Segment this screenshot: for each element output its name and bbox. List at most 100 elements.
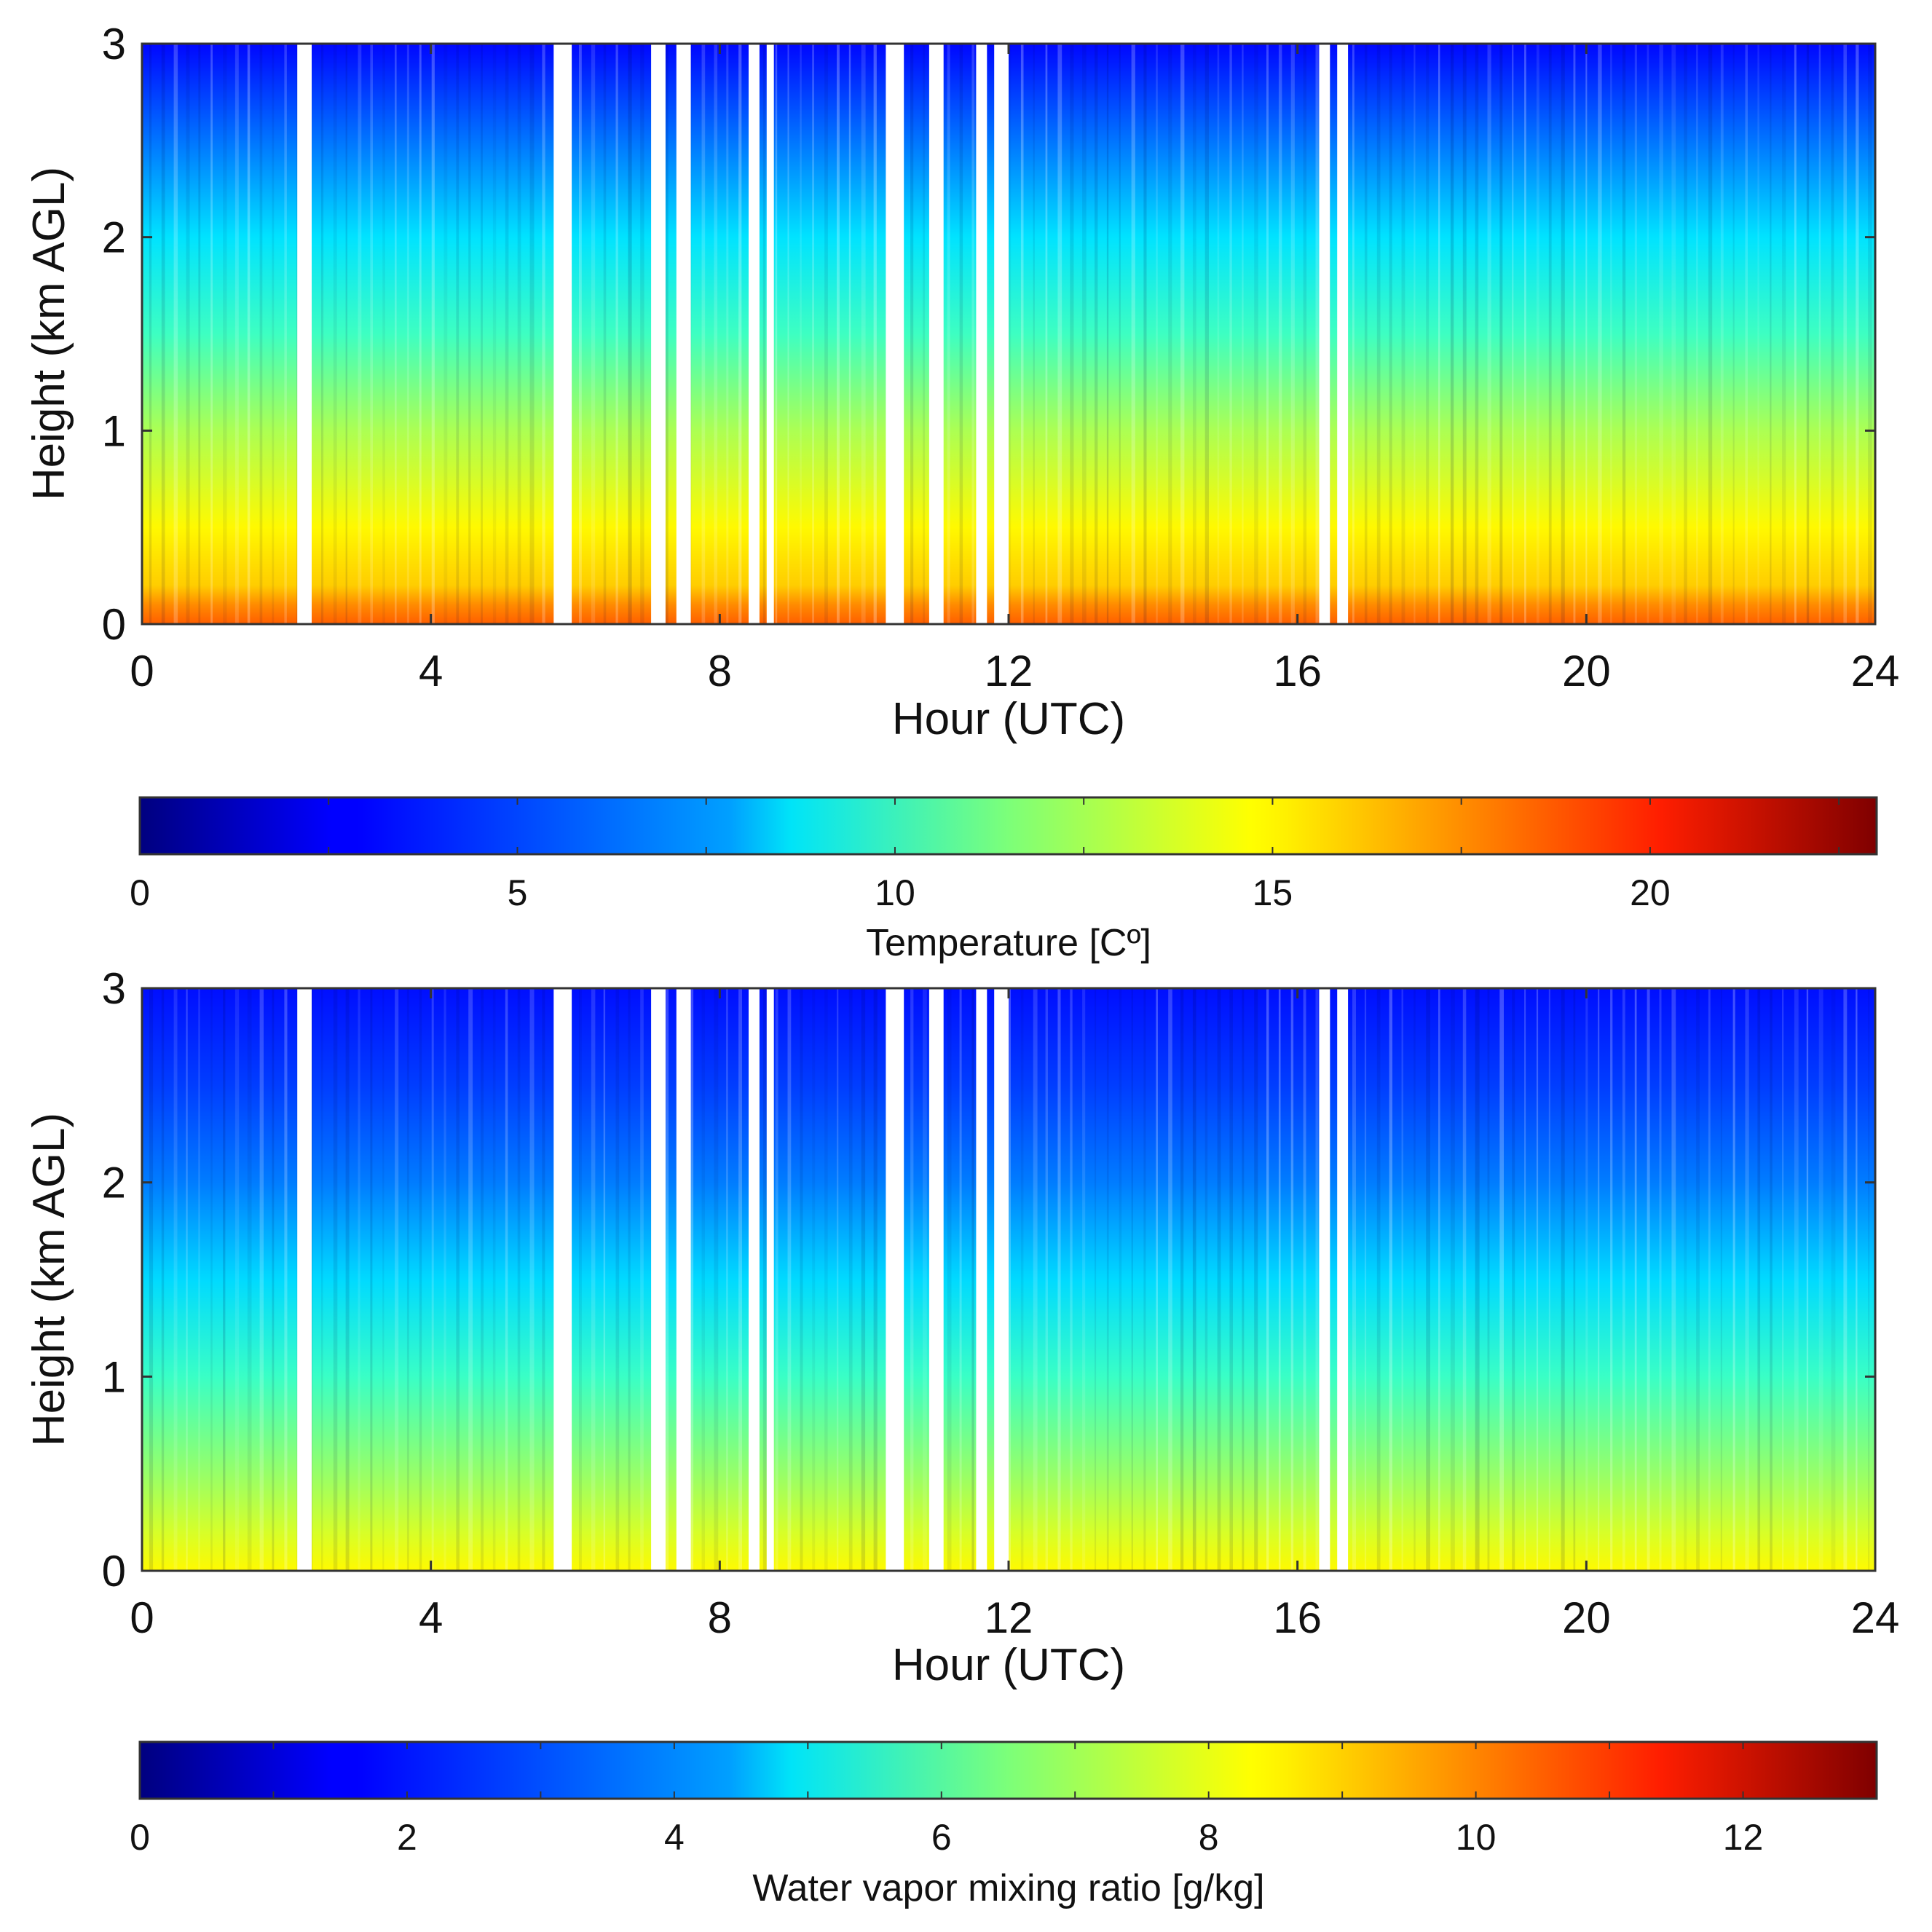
temperature-streak <box>1156 44 1158 624</box>
water-vapor-streak <box>259 988 264 1571</box>
water-vapor-streak <box>1770 988 1773 1571</box>
water-vapor-streak <box>1659 988 1662 1571</box>
temperature-data-gap <box>994 43 1009 625</box>
water-vapor-streak <box>1303 988 1306 1571</box>
water-vapor-streak <box>1082 988 1086 1571</box>
water-vapor-streak <box>1720 988 1722 1571</box>
water-vapor-streak <box>210 988 213 1571</box>
temperature-streak <box>1561 44 1565 624</box>
temperature-streak <box>1671 44 1676 624</box>
temperature-streak <box>1242 44 1244 624</box>
temperature-streak <box>1045 44 1048 624</box>
temperature-streak <box>812 44 814 624</box>
water-vapor-streak <box>1684 988 1687 1571</box>
water-vapor-colorbar-gradient <box>138 1740 1878 1800</box>
temperature-x-tick-label: 24 <box>1851 647 1900 695</box>
water-vapor-y-tick-label: 3 <box>102 964 126 1013</box>
temperature-y-ticks: 0 1 2 3 <box>102 20 1875 649</box>
water-vapor-y-tick-label: 0 <box>102 1547 126 1596</box>
water-vapor-colorbar-tick-label: 2 <box>397 1817 417 1858</box>
water-vapor-streak <box>1782 988 1784 1571</box>
water-vapor-streak <box>198 988 200 1571</box>
water-vapor-streak <box>800 988 803 1571</box>
temperature-streak <box>161 44 165 624</box>
water-vapor-streak <box>1156 988 1158 1571</box>
water-vapor-x-tick-label: 24 <box>1851 1593 1900 1642</box>
temperature-x-tick-label: 16 <box>1273 647 1322 695</box>
water-vapor-streak <box>247 988 252 1571</box>
temperature-streak <box>591 44 596 624</box>
temperature-streak <box>1254 44 1258 624</box>
temperature-streak <box>542 44 545 624</box>
water-vapor-streak <box>1548 988 1550 1571</box>
water-vapor-streak <box>1732 988 1735 1571</box>
temperature-streak <box>800 44 802 624</box>
water-vapor-x-tick-label: 0 <box>130 1593 154 1642</box>
water-vapor-data-gap <box>886 987 904 1572</box>
water-vapor-streak <box>1745 988 1749 1571</box>
temperature-streak <box>1598 44 1602 624</box>
water-vapor-streak <box>1868 988 1870 1571</box>
temperature-streak <box>775 44 778 624</box>
water-vapor-streak <box>234 988 240 1571</box>
water-vapor-streak <box>505 988 508 1571</box>
temperature-y-tick-label: 0 <box>102 600 126 649</box>
water-vapor-streak <box>1070 988 1073 1571</box>
water-vapor-colorbar-label: Water vapor mixing ratio [g/kg] <box>752 1867 1264 1909</box>
water-vapor-y-tick-label: 1 <box>102 1352 126 1401</box>
temperature-streak <box>234 44 239 624</box>
water-vapor-data-gap <box>994 987 1009 1572</box>
water-vapor-streak <box>345 988 350 1571</box>
water-vapor-streak <box>1487 988 1490 1571</box>
water-vapor-streak <box>1242 988 1245 1571</box>
water-vapor-colorbar-tick-label: 0 <box>130 1817 150 1858</box>
water-vapor-streak <box>161 988 165 1571</box>
water-vapor-data-gaps <box>297 987 1349 1572</box>
water-vapor-streak <box>848 988 853 1571</box>
water-vapor-streak <box>1057 988 1061 1571</box>
water-vapor-data-gap <box>928 987 944 1572</box>
temperature-colorbar-tick-label: 15 <box>1253 872 1293 913</box>
water-vapor-streak <box>971 988 974 1571</box>
water-vapor-colorbar-tick-label: 8 <box>1199 1817 1219 1858</box>
water-vapor-streak <box>1671 988 1676 1571</box>
water-vapor-streak <box>1180 988 1184 1571</box>
temperature-streak <box>923 44 926 624</box>
water-vapor-data-gap <box>651 987 666 1572</box>
water-vapor-streak <box>1376 988 1381 1571</box>
temperature-streak <box>1278 44 1282 624</box>
temperature-data-gap <box>928 43 944 625</box>
temperature-streak <box>1684 44 1687 624</box>
temperature-streak <box>665 44 669 624</box>
temperature-streak <box>1647 44 1649 624</box>
temperature-streak <box>1757 44 1759 624</box>
temperature-streak <box>1548 44 1552 624</box>
water-vapor-streak <box>382 988 385 1571</box>
water-vapor-streak <box>1757 988 1761 1571</box>
temperature-x-tick-label: 4 <box>419 647 443 695</box>
water-vapor-streak <box>1634 988 1637 1571</box>
temperature-streak <box>1106 44 1109 624</box>
water-vapor-x-tick-label: 20 <box>1562 1593 1611 1642</box>
temperature-y-axis-label: Height (km AGL) <box>24 167 74 500</box>
temperature-streak <box>579 44 582 624</box>
temperature-streak <box>1204 44 1209 624</box>
temperature-data-gap <box>976 43 987 625</box>
water-vapor-colorbar-tick-label: 10 <box>1456 1817 1497 1858</box>
temperature-streak <box>431 44 435 624</box>
temperature-streak <box>1401 44 1405 624</box>
water-vapor-streak <box>370 988 373 1571</box>
temperature-streak <box>1057 44 1062 624</box>
water-vapor-streak <box>173 988 178 1571</box>
water-vapor-streak <box>947 988 952 1571</box>
temperature-streak <box>468 44 471 624</box>
water-vapor-colorbar-ticks: 0 2 4 6 8 10 12 <box>130 1742 1877 1858</box>
temperature-streak <box>1082 44 1087 624</box>
temperature-streak <box>837 44 840 624</box>
water-vapor-streak <box>1794 988 1799 1571</box>
water-vapor-streak <box>714 988 719 1571</box>
temperature-streak <box>223 44 227 624</box>
water-vapor-streak <box>1806 988 1809 1571</box>
temperature-streak <box>1119 44 1121 624</box>
water-vapor-streak <box>1426 988 1430 1571</box>
